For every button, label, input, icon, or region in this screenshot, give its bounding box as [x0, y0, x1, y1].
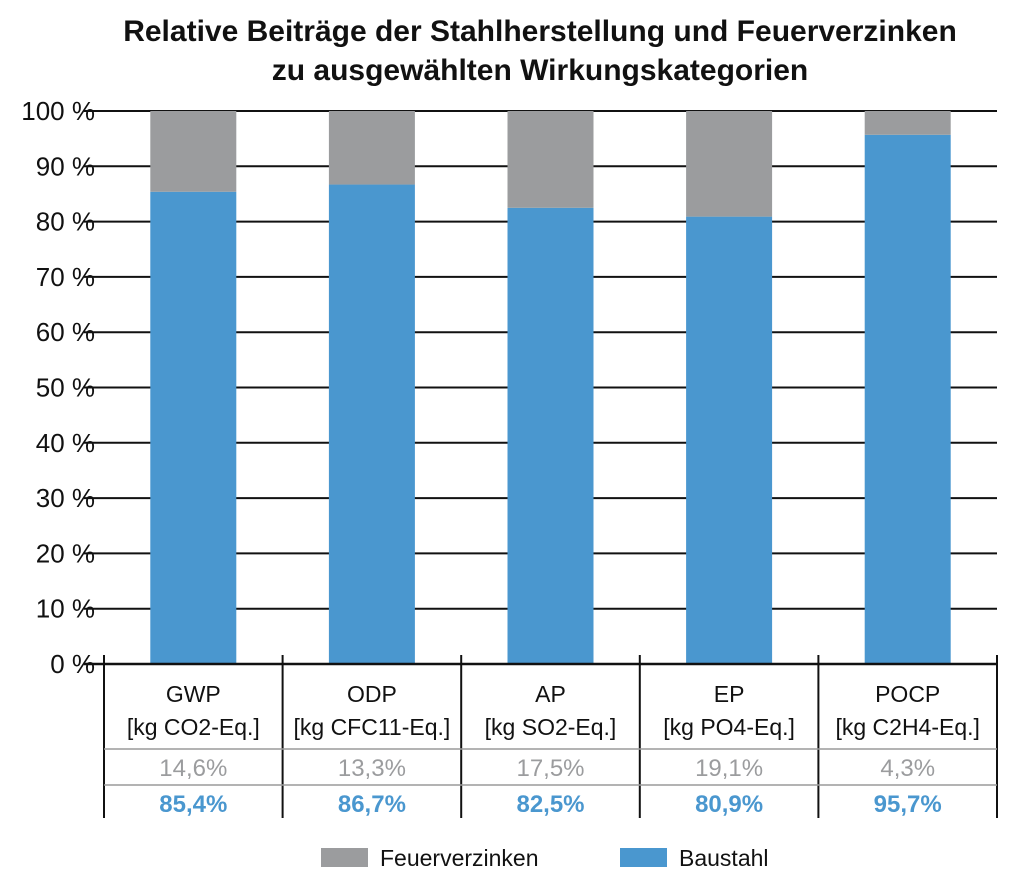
legend-swatch [321, 848, 368, 867]
y-tick-label: 50 % [36, 373, 95, 403]
y-tick-label: 80 % [36, 207, 95, 237]
bar-baustahl [686, 216, 773, 665]
bars [150, 111, 951, 665]
category-unit: [kg SO2-Eq.] [485, 714, 617, 740]
value-label-baustahl: 85,4% [159, 791, 227, 818]
value-label-baustahl: 95,7% [874, 791, 942, 818]
category-unit: [kg CO2-Eq.] [127, 714, 260, 740]
bar-feuerverzinken [507, 111, 594, 208]
value-label-feuerverzinken: 14,6% [159, 755, 227, 782]
bar-baustahl [328, 184, 415, 664]
value-label-baustahl: 80,9% [695, 791, 763, 818]
category-unit: [kg C2H4-Eq.] [835, 714, 979, 740]
y-tick-label: 90 % [36, 151, 95, 181]
value-label-feuerverzinken: 13,3% [338, 755, 406, 782]
bar-feuerverzinken [864, 111, 951, 135]
value-label-baustahl: 82,5% [516, 791, 584, 818]
value-label-feuerverzinken: 4,3% [880, 755, 935, 782]
value-label-feuerverzinken: 19,1% [695, 755, 763, 782]
bar-feuerverzinken [150, 111, 237, 192]
y-tick-label: 10 % [36, 594, 95, 624]
y-tick-label: 40 % [36, 428, 95, 458]
bar-baustahl [150, 191, 237, 664]
legend-label: Baustahl [679, 845, 769, 871]
bar-baustahl [864, 134, 951, 665]
value-label-feuerverzinken: 17,5% [516, 755, 584, 782]
legend: Feuerverzinken Baustahl [321, 845, 769, 871]
legend-label: Feuerverzinken [380, 845, 539, 871]
bar-feuerverzinken [328, 111, 415, 185]
category-unit: [kg CFC11-Eq.] [294, 714, 451, 740]
y-axis: 0 %10 %20 %30 %40 %50 %60 %70 %80 %90 %1… [21, 96, 997, 679]
value-label-baustahl: 86,7% [338, 791, 406, 818]
category-name: POCP [875, 681, 940, 707]
y-tick-label: 70 % [36, 262, 95, 292]
y-tick-label: 20 % [36, 538, 95, 568]
category-name: ODP [347, 681, 397, 707]
legend-swatch [620, 848, 667, 867]
data-table: GWP [kg CO2-Eq.] 14,6% 85,4% ODP [kg CFC11-Eq… [103, 655, 998, 818]
chart-title-line-1: Relative Beiträge der Stahlherstellung u… [123, 15, 957, 48]
bar-baustahl [507, 207, 594, 664]
bar-feuerverzinken [686, 111, 773, 217]
category-name: GWP [166, 681, 221, 707]
chart-title-line-2: zu ausgewählten Wirkungskategorien [272, 54, 809, 87]
y-tick-label: 60 % [36, 317, 95, 347]
category-unit: [kg PO4-Eq.] [663, 714, 795, 740]
y-tick-label: 100 % [21, 96, 95, 126]
category-name: AP [535, 681, 566, 707]
y-tick-label: 30 % [36, 483, 95, 513]
category-name: EP [714, 681, 745, 707]
